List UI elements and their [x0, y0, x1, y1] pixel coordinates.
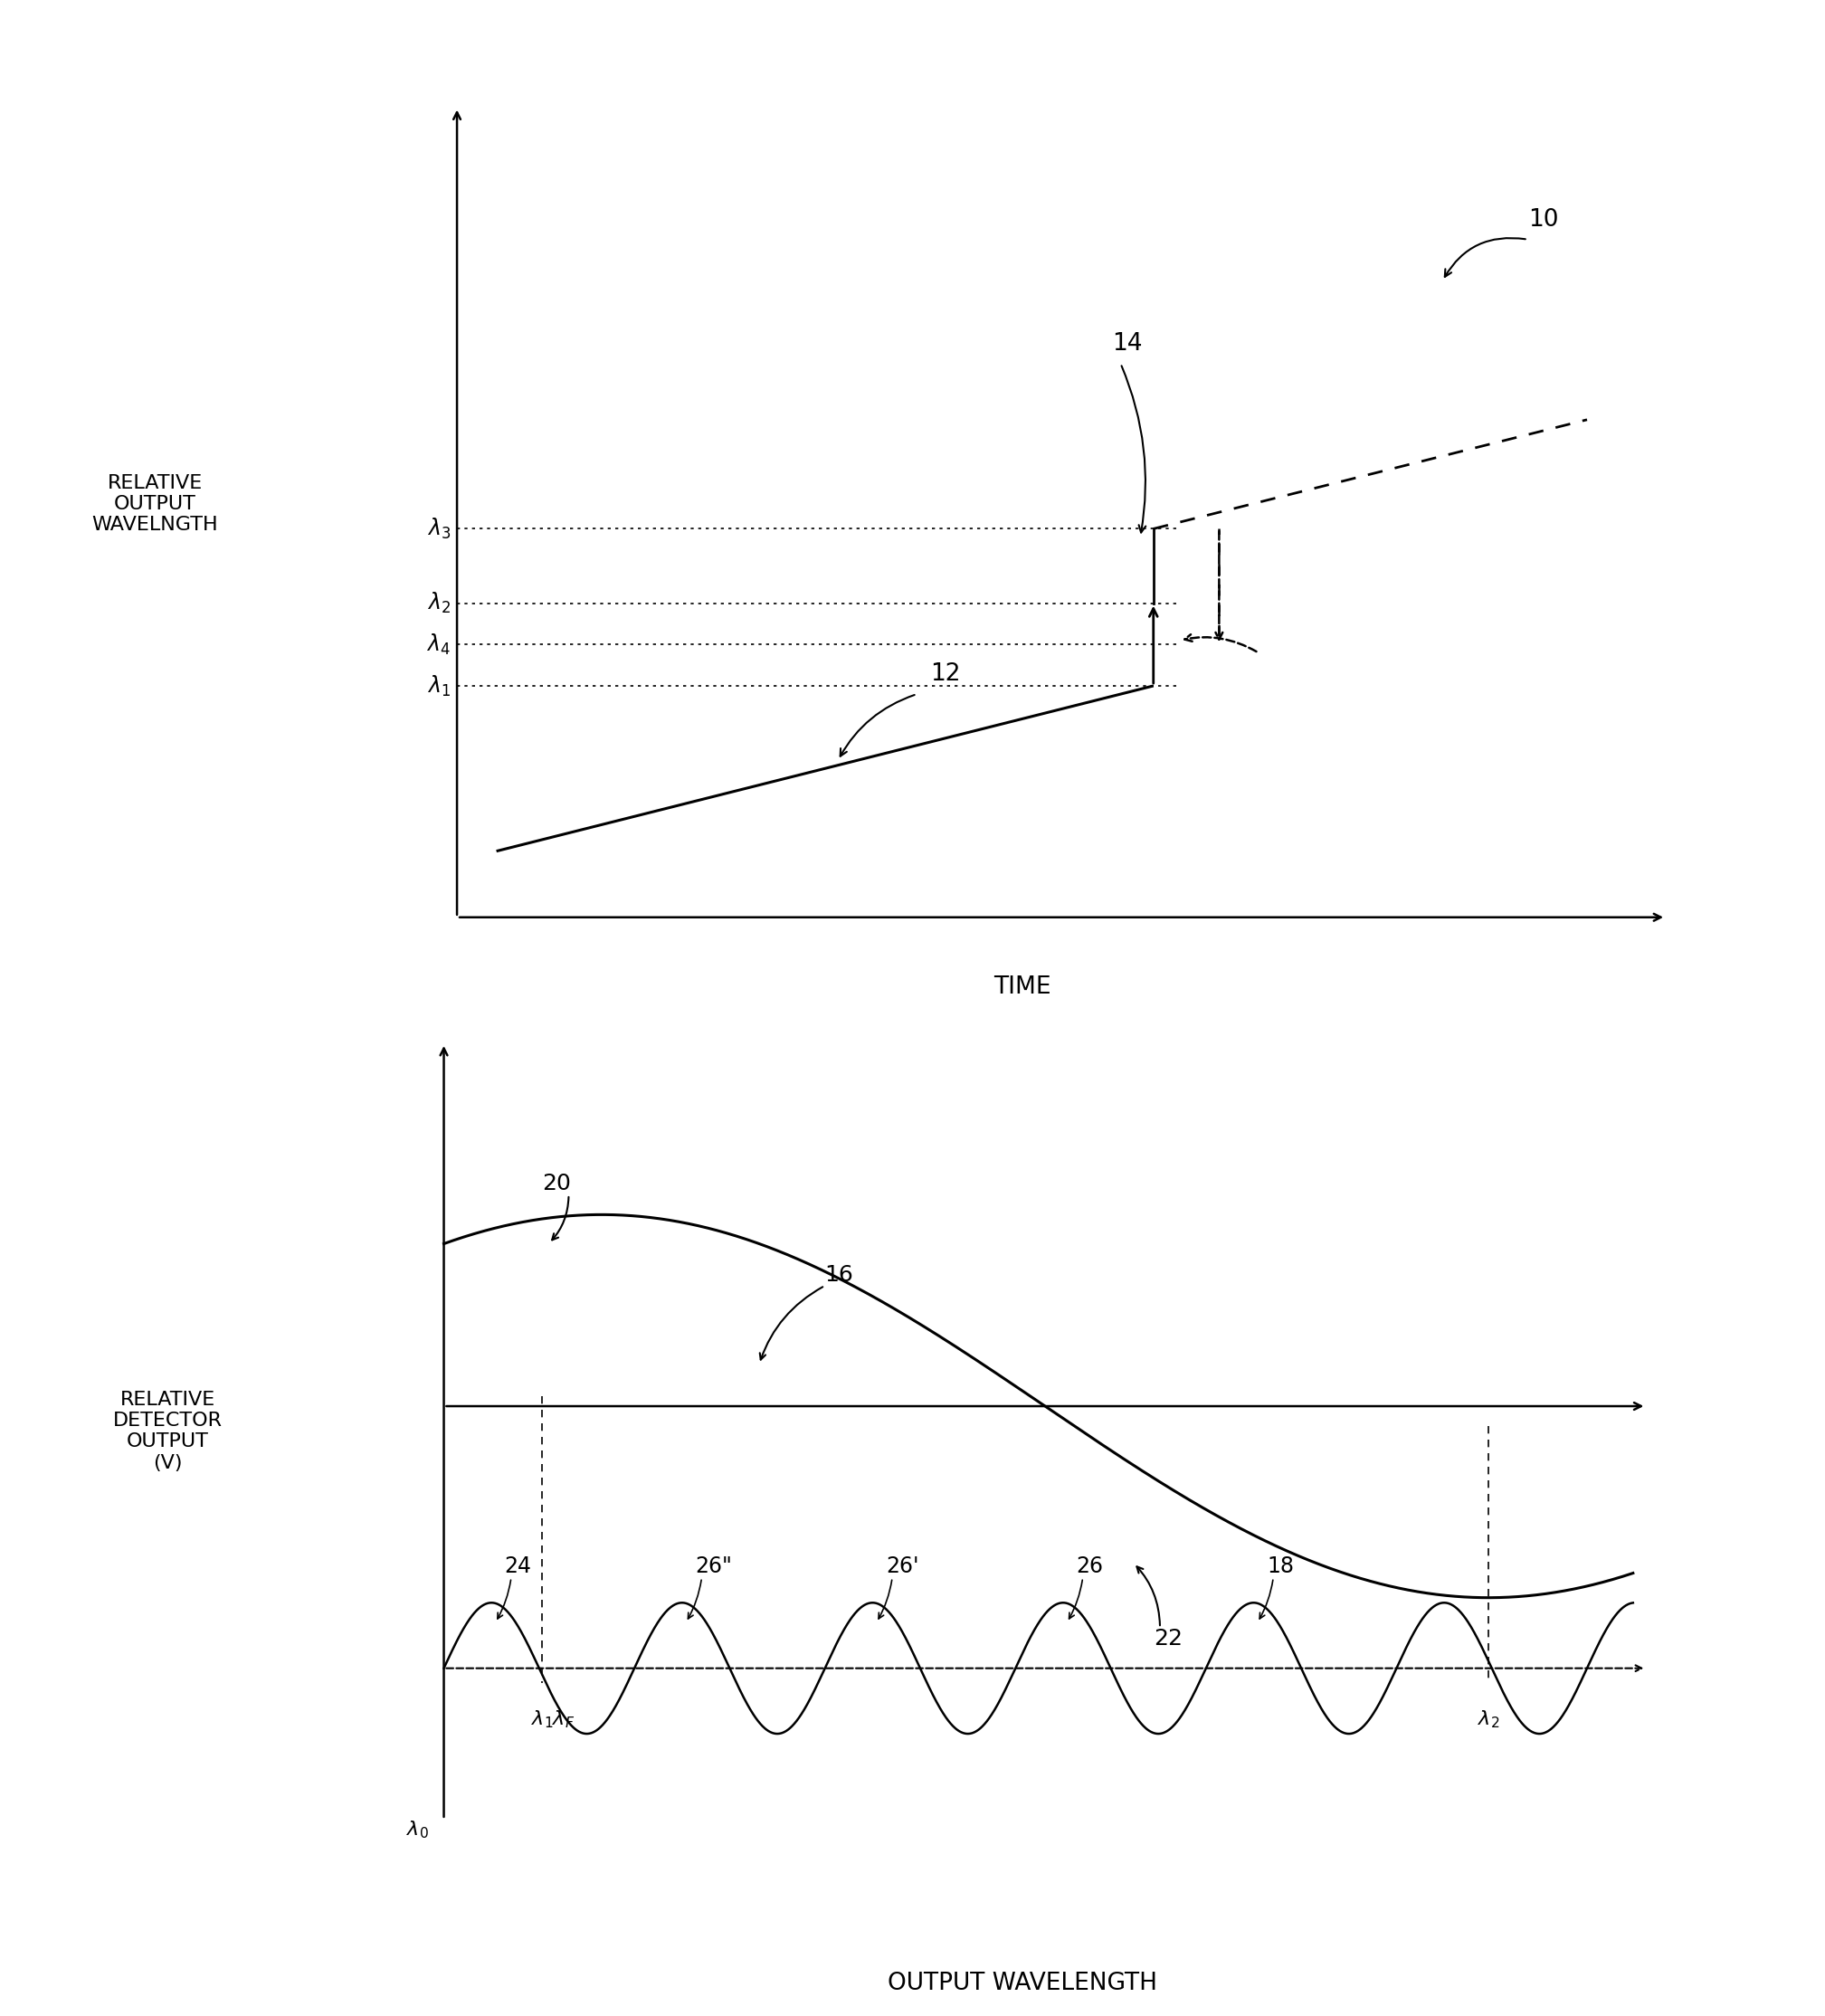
Text: 16: 16	[825, 1264, 854, 1286]
Text: $\lambda_2$: $\lambda_2$	[1478, 1708, 1500, 1730]
Text: 26": 26"	[695, 1556, 732, 1577]
Text: RELATIVE
DETECTOR
OUTPUT
(V): RELATIVE DETECTOR OUTPUT (V)	[113, 1391, 223, 1472]
Text: 26': 26'	[885, 1556, 918, 1577]
Text: 18: 18	[1267, 1556, 1294, 1577]
Text: $\lambda_0$: $\lambda_0$	[407, 1818, 429, 1841]
Text: $\lambda_3$: $\lambda_3$	[427, 516, 451, 540]
Text: $\lambda_4$: $\lambda_4$	[427, 633, 451, 657]
Text: $\lambda_F$: $\lambda_F$	[553, 1708, 575, 1730]
Text: $\lambda_2$: $\lambda_2$	[427, 591, 451, 615]
Text: 26: 26	[1077, 1556, 1104, 1577]
Text: 14: 14	[1111, 333, 1142, 355]
Text: 22: 22	[1153, 1629, 1183, 1649]
Text: RELATIVE
OUTPUT
WAVELNGTH: RELATIVE OUTPUT WAVELNGTH	[91, 474, 217, 534]
Text: $\lambda_1$: $\lambda_1$	[531, 1708, 553, 1730]
Text: 20: 20	[542, 1173, 571, 1193]
Text: FIG. 1A: FIG. 1A	[969, 1032, 1075, 1060]
Text: 10: 10	[1528, 208, 1559, 232]
Text: OUTPUT WAVELENGTH: OUTPUT WAVELENGTH	[887, 1972, 1157, 1996]
Text: TIME: TIME	[993, 976, 1051, 998]
Text: 24: 24	[506, 1556, 531, 1577]
Text: $\lambda_1$: $\lambda_1$	[427, 673, 451, 698]
Text: 12: 12	[931, 663, 960, 685]
